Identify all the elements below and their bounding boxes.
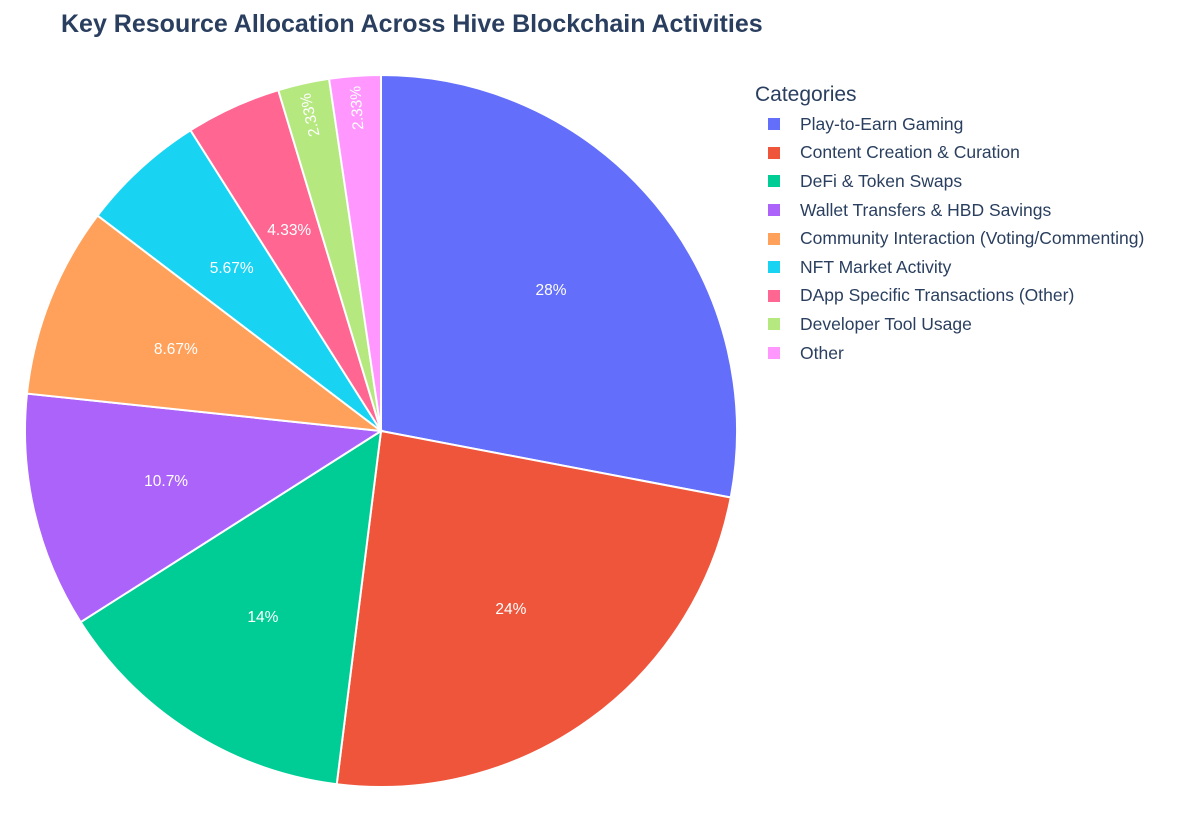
legend-label: Content Creation & Curation (800, 142, 1020, 163)
legend-item-play-to-earn-gaming[interactable]: Play-to-Earn Gaming (755, 110, 1195, 139)
legend-title: Categories (755, 83, 857, 106)
legend-item-nft-market-activity[interactable]: NFT Market Activity (755, 253, 1195, 282)
legend-swatch (768, 204, 780, 217)
slice-label-community-interaction-voting-commenting: 8.67% (154, 341, 198, 358)
legend: Categories Play-to-Earn Gaming Content Cr… (755, 82, 1195, 367)
legend-swatch (768, 118, 780, 131)
legend-label: NFT Market Activity (800, 256, 952, 277)
legend-label: Community Interaction (Voting/Commenting… (800, 228, 1145, 249)
legend-swatch (768, 318, 780, 331)
legend-item-developer-tool-usage[interactable]: Developer Tool Usage (755, 310, 1195, 339)
legend-item-dapp-specific-transactions-other[interactable]: DApp Specific Transactions (Other) (755, 282, 1195, 311)
legend-swatch (768, 146, 780, 159)
pie-slice-nft-market-activity[interactable] (96, 128, 382, 432)
legend-label: DeFi & Token Swaps (800, 170, 963, 191)
slice-label-other: 2.33% (347, 85, 367, 130)
pie-slice-wallet-transfers-hbd-savings[interactable] (24, 392, 384, 624)
legend-label: DApp Specific Transactions (Other) (800, 285, 1075, 306)
legend-item-wallet-transfers-hbd-savings[interactable]: Wallet Transfers & HBD Savings (755, 196, 1195, 225)
slice-label-nft-market-activity: 5.67% (210, 260, 254, 277)
legend-swatch (768, 261, 780, 274)
legend-label: Other (800, 342, 844, 363)
slice-label-defi-token-swaps: 14% (247, 609, 278, 626)
legend-item-content-creation-curation[interactable]: Content Creation & Curation (755, 139, 1195, 168)
chart-title: Key Resource Allocation Across Hive Bloc… (61, 10, 763, 38)
pie-slice-defi-token-swaps[interactable] (79, 429, 383, 786)
legend-swatch (768, 232, 780, 245)
legend-swatch (768, 347, 780, 360)
legend-label: Wallet Transfers & HBD Savings (800, 199, 1052, 220)
legend-swatch (768, 289, 780, 302)
legend-item-community-interaction-voting-commenting[interactable]: Community Interaction (Voting/Commenting… (755, 224, 1195, 253)
legend-label: Developer Tool Usage (800, 313, 972, 334)
pie-slice-play-to-earn-gaming[interactable] (380, 73, 738, 499)
pie-slice-other[interactable] (327, 73, 382, 432)
legend-swatch (768, 175, 780, 188)
pie-slice-content-creation-curation[interactable] (335, 429, 732, 788)
legend-item-other[interactable]: Other (755, 339, 1195, 368)
slice-label-dapp-specific-transactions-other: 4.33% (267, 222, 311, 239)
slice-label-wallet-transfers-hbd-savings: 10.7% (144, 473, 188, 490)
slice-label-play-to-earn-gaming: 28% (536, 282, 567, 299)
slice-label-content-creation-curation: 24% (495, 601, 526, 618)
legend-label: Play-to-Earn Gaming (800, 113, 964, 134)
pie-slice-community-interaction-voting-commenting[interactable] (25, 214, 385, 433)
legend-item-defi-token-swaps[interactable]: DeFi & Token Swaps (755, 167, 1195, 196)
